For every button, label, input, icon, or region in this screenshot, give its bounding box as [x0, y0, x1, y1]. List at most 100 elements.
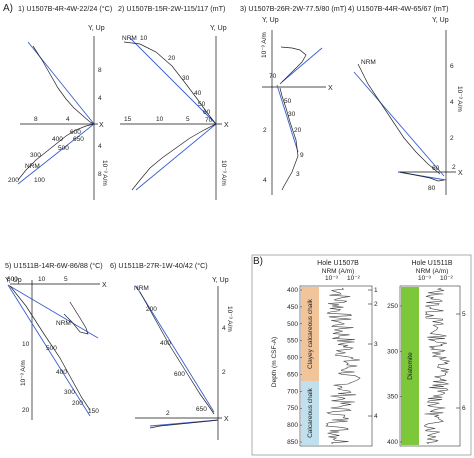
plot-2-step-label: 60	[203, 109, 211, 116]
plot-2-step-label: 50	[198, 101, 206, 108]
plot-1-y-tick: 4	[98, 95, 102, 102]
plot-2-x-tick: 10	[156, 116, 164, 123]
depth-tick-label: 250	[387, 303, 398, 310]
plot-2-unit: 10⁻³ A/m	[220, 160, 227, 186]
depth-tick-label: 400	[387, 439, 398, 446]
plot-6-title: 6) U1511B-27R-1W-40/42 (°C)	[110, 261, 208, 270]
plot-3-step-label: 70	[269, 73, 277, 80]
plot-1-title: 1) U1507B-4R-4W-22/24 (°C)	[18, 4, 112, 13]
plot-3-y-tick: 4	[263, 177, 267, 184]
right-log-nrm-trace	[423, 287, 450, 445]
plot-3-horizontal-path	[279, 46, 307, 85]
plot-3-step-label: 20	[294, 127, 302, 134]
plot-1-x-tick: 8	[34, 116, 38, 123]
plot-3-vertical-path	[279, 87, 299, 191]
plot-1-horizontal-path	[32, 45, 95, 125]
plot-3-step-label: 9	[300, 152, 304, 159]
plot-2-horizontal-path	[123, 41, 217, 125]
plot-5-step-label: NRM	[56, 320, 71, 327]
left-log-xlabel: NRM (A/m)	[322, 268, 355, 275]
plot-3-step-label: 3	[296, 171, 300, 178]
plot-4-x-tick: 2	[452, 164, 456, 171]
plot-3-x-axis-label: X	[328, 85, 333, 92]
plot-4-vertical-path	[399, 171, 445, 182]
plot-2-vertical-path	[131, 123, 217, 191]
depth-tick-label: 500	[287, 321, 298, 328]
plot-4-y-tick: 4	[450, 99, 454, 106]
plot-5-step-label: 200	[72, 400, 83, 407]
panel-b-label: B)	[253, 256, 263, 267]
plot-5-step-label: 150	[88, 408, 99, 415]
zijderveld-plot-3: 3) U1507B-26R-2W-77.5/80 (mT) Y, Up X 2 …	[240, 4, 347, 195]
plot-5-title: 5) U1511B-14R-6W-86/88 (°C)	[5, 261, 103, 270]
plot-5-fit-line	[7, 284, 91, 417]
zijderveld-plot-4: 4) U1507B-44R-4W-65/67 (mT) Y, Up X 2 6 …	[348, 4, 463, 195]
left-log-depth-ticks: 400 450 500 550 600 650 700 750 800 850	[287, 287, 302, 446]
plot-2-step-label: 20	[168, 55, 176, 62]
plot-1-y-tick: 4	[98, 143, 102, 150]
plot-6-step-label: 400	[160, 340, 171, 347]
plot-4-step-label: 60	[432, 165, 440, 172]
plot-1-step-label: 400	[52, 136, 63, 143]
plot-5-x-axis-label: X	[102, 282, 107, 289]
plot-6-step-label: 600	[174, 371, 185, 378]
depth-tick-label: 450	[287, 304, 298, 311]
plot-1-fit-line	[27, 41, 95, 125]
plot-1-x-axis-label: X	[99, 122, 104, 129]
depth-axis-label: Depth (m CSF-A)	[271, 337, 278, 387]
plot-1-unit: 10⁻³ A/m	[101, 160, 108, 186]
sample-marker-label: 3	[374, 341, 378, 348]
plot-4-title: 4) U1507B-44R-4W-65/67 (mT)	[348, 4, 449, 13]
plot-3-y-tick: 2	[263, 127, 267, 134]
left-log-x-tick: 10⁻³	[325, 275, 339, 282]
plot-3-fit-line	[276, 84, 299, 153]
plot-1-step-label: 600	[70, 129, 81, 136]
lithology-lower-label: Calcareous chalk	[307, 387, 314, 438]
plot-4-y-axis-label: Y, Up	[432, 17, 449, 24]
plot-1-step-label: NRM	[25, 163, 40, 170]
plot-1-vertical-path	[17, 123, 95, 181]
panel-a-label: A)	[3, 3, 13, 14]
plot-5-y-axis-label: Y, Up	[5, 277, 22, 284]
plot-5-step-label: 500	[46, 345, 57, 352]
sample-marker-label: 1	[374, 287, 378, 294]
right-log-frame	[399, 285, 461, 447]
zijderveld-plot-1: 1) U1507B-4R-4W-22/24 (°C) Y, Up X 8 4 8…	[8, 4, 112, 200]
lithology-upper-bar	[301, 287, 319, 381]
plot-5-step-label: 400	[56, 369, 67, 376]
plot-6-step-label: NRM	[134, 285, 149, 292]
right-log-x-tick: 10⁻³	[418, 275, 432, 282]
plot-1-y-axis-label: Y, Up	[88, 25, 105, 32]
depth-tick-label: 750	[287, 405, 298, 412]
right-log-markers: 56	[456, 311, 466, 412]
depth-tick-label: 400	[287, 287, 298, 294]
depth-tick-label: 850	[287, 439, 298, 446]
plot-2-x-tick: 15	[124, 116, 132, 123]
lithology-upper-label: Clayey calcareous chalk	[307, 298, 314, 369]
right-log-x-tick: 10⁻²	[440, 275, 454, 282]
plot-1-step-label: 100	[34, 177, 45, 184]
panel-b-frame	[251, 254, 472, 456]
plot-2-x-axis-label: X	[224, 122, 229, 129]
plot-5-step-label: 600	[7, 276, 18, 283]
zijderveld-plot-5: 5) U1511B-14R-6W-86/88 (°C) Y, Up X 10 5…	[5, 261, 107, 420]
plot-2-step-label: 10	[140, 35, 148, 42]
plot-1-y-tick: 8	[98, 171, 102, 178]
plot-2-title: 2) U1507B-15R-2W-115/117 (mT)	[118, 4, 225, 13]
sample-marker-label: 5	[462, 311, 466, 318]
plot-5-x-tick: 10	[38, 276, 46, 283]
plot-1-step-label: 650	[73, 136, 84, 143]
plot-3-step-label: 50	[284, 98, 292, 105]
plot-1-step-label: 300	[30, 152, 41, 159]
right-log-xlabel: NRM (A/m)	[416, 268, 449, 275]
plot-2-step-label: NRM	[122, 35, 137, 42]
plot-1-y-tick: 8	[98, 67, 102, 74]
left-log-nrm-trace	[325, 287, 361, 445]
plot-6-vertical-path	[149, 419, 219, 429]
plot-6-horizontal-path	[139, 291, 215, 415]
plot-5-fit-line	[7, 284, 99, 339]
zijderveld-plot-2: 2) U1507B-15R-2W-115/117 (mT) Y, Up X 15…	[118, 4, 229, 200]
plot-1-step-label: 500	[58, 145, 69, 152]
plot-6-x-tick: 2	[166, 410, 170, 417]
